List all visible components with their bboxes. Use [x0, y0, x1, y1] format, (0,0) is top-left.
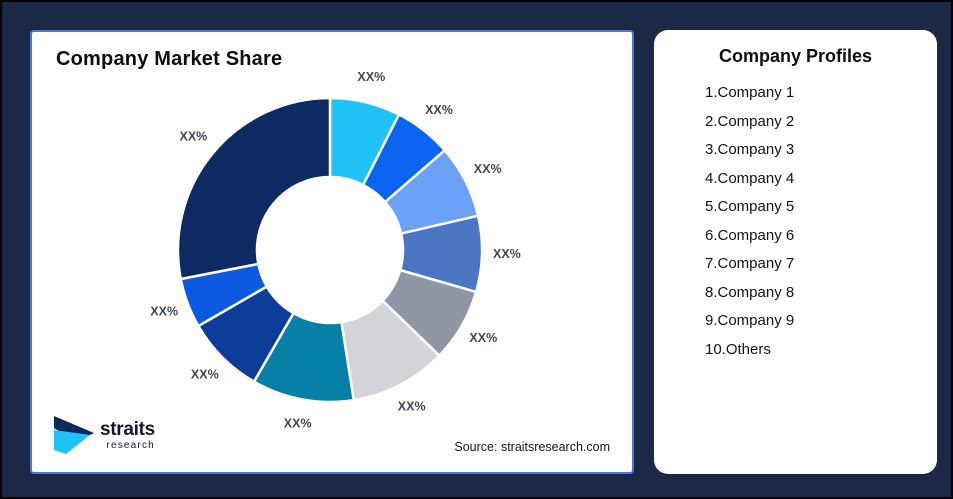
company-list-item: 5.Company 5: [705, 198, 795, 216]
company-list-item: 1.Company 1: [705, 84, 795, 101]
slice-label-company-3: XX%: [474, 162, 502, 176]
company-list-item: 2.Company 2: [705, 112, 795, 130]
company-list-item: 6.Company 6: [705, 226, 795, 244]
market-share-panel: Company Market Share XX% XX% XX% XX% XX% XX% X…: [30, 30, 634, 474]
slice-label-company-2: XX%: [425, 103, 453, 117]
straits-logo-icon: [54, 416, 94, 454]
logo-subtitle: research: [106, 440, 155, 451]
slice-label-others: XX%: [180, 130, 208, 144]
slice-label-company-5: XX%: [469, 331, 497, 345]
slice-label-company-4: XX%: [493, 247, 521, 261]
logo-name: straits: [100, 419, 155, 440]
source-attribution: Source: straitsresearch.com: [454, 440, 610, 454]
profiles-title: Company Profiles: [718, 46, 873, 66]
market-share-donut-chart: XX% XX% XX% XX% XX% XX% XX% XX% XX% XX%: [150, 70, 521, 430]
chart-title: Company Market Share: [56, 48, 283, 70]
company-list-item: 9.Company 9: [705, 312, 795, 330]
donut-slice-others: [176, 96, 332, 281]
company-list-item: 10.Others: [705, 340, 771, 358]
company-list-item: 8.Company 8: [705, 283, 795, 301]
company-profiles-panel: Company Profiles 1.Company 1 2.Company 2 3…: [654, 30, 937, 474]
slice-label-company-9: XX%: [150, 304, 178, 318]
company-profiles-list: 1.Company 1 2.Company 2 3.Company 3 4.Compa…: [654, 85, 937, 358]
straits-research-logo: straits research: [52, 414, 155, 456]
logo-text: straits research: [100, 420, 155, 451]
slice-label-company-8: XX%: [191, 367, 219, 381]
company-list-item: 3.Company 3: [705, 141, 795, 159]
company-list-item: 7.Company 7: [705, 255, 795, 273]
slice-label-company-7: XX%: [284, 416, 312, 430]
slice-label-company-6: XX%: [398, 399, 426, 413]
company-list-item: 4.Company 4: [705, 169, 795, 187]
slice-label-company-1: XX%: [357, 70, 385, 84]
